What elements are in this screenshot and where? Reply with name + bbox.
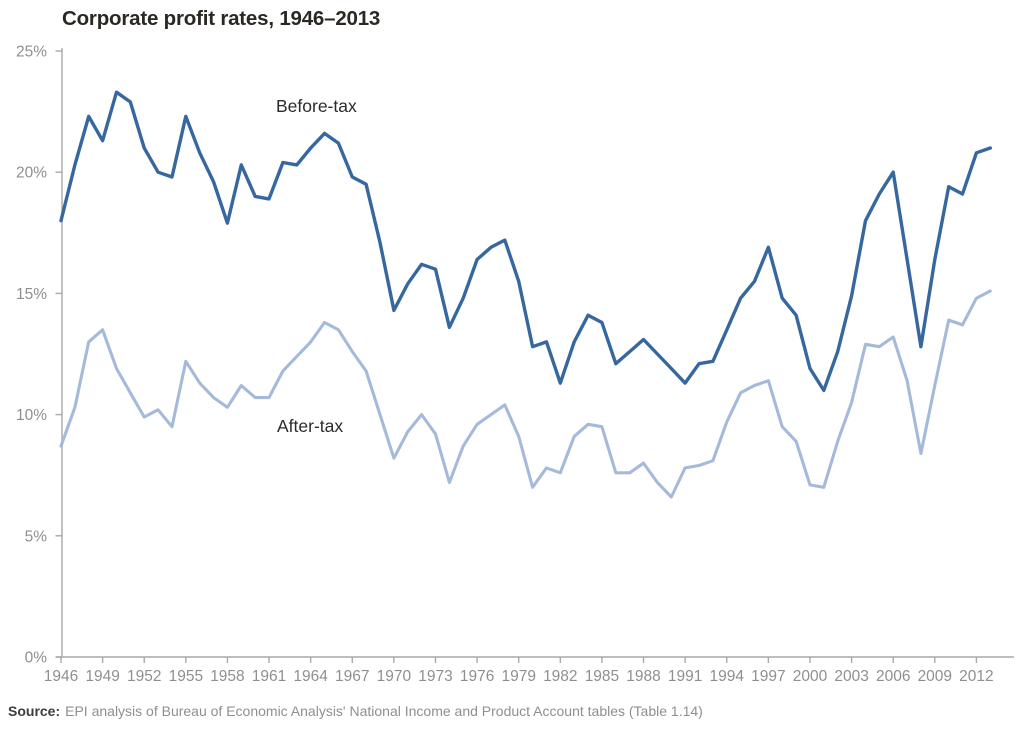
source-note: Source: EPI analysis of Bureau of Economi…: [8, 703, 703, 719]
before-tax-series-label: Before-tax: [276, 96, 357, 116]
x-tick-label: 1988: [626, 668, 660, 685]
y-tick-label: 0%: [25, 650, 48, 667]
x-tick-label: 1964: [293, 668, 328, 685]
x-tick-label: 2003: [834, 668, 868, 685]
x-tick-label: 1970: [377, 668, 412, 685]
x-tick-label: 2000: [793, 668, 828, 685]
x-tick-label: 2006: [876, 668, 910, 685]
y-tick-label: 15%: [16, 286, 47, 303]
x-tick-label: 1967: [335, 668, 369, 685]
x-tick-label: 1973: [418, 668, 452, 685]
x-tick-label: 1955: [169, 668, 203, 685]
x-tick-label: 1994: [710, 668, 745, 685]
x-tick-label: 1949: [85, 668, 119, 685]
source-text: EPI analysis of Bureau of Economic Analy…: [65, 703, 703, 719]
x-tick-label: 1979: [501, 668, 535, 685]
x-tick-label: 1946: [44, 668, 78, 685]
x-tick-label: 1982: [543, 668, 577, 685]
x-tick-label: 1991: [668, 668, 702, 685]
source-label: Source:: [8, 703, 61, 719]
y-tick-label: 5%: [25, 528, 48, 545]
chart-title: Corporate profit rates, 1946–2013: [62, 7, 381, 30]
x-tick-label: 2009: [918, 668, 952, 685]
x-tick-label: 1997: [751, 668, 785, 685]
x-tick-label: 1952: [127, 668, 161, 685]
after-tax-series-label: After-tax: [277, 416, 344, 436]
x-tick-label: 1976: [460, 668, 494, 685]
x-tick-label: 1961: [252, 668, 286, 685]
before-tax-line: [59, 90, 992, 393]
y-tick-label: 20%: [16, 165, 47, 182]
after-tax-line: [59, 289, 992, 499]
x-tick-label: 1985: [585, 668, 619, 685]
y-tick-label: 10%: [16, 407, 47, 424]
y-tick-label: 25%: [16, 44, 47, 61]
x-tick-label: 1958: [210, 668, 244, 685]
x-tick-label: 2012: [959, 668, 993, 685]
